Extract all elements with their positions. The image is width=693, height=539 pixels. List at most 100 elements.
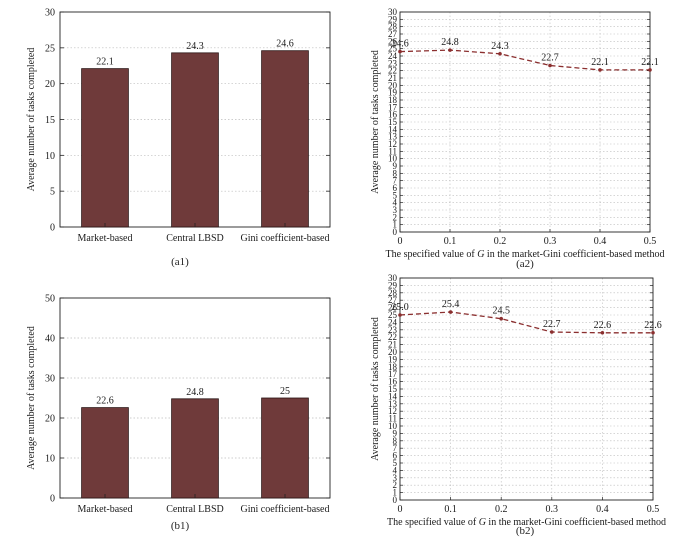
y-tick-label: 30: [45, 8, 55, 19]
data-label: 22.6: [594, 320, 612, 331]
y-tick-label: 20: [45, 79, 55, 90]
chart-b2-svg: 0123456789101112131415161718192021222324…: [370, 273, 666, 528]
data-label: 24.6: [391, 39, 409, 50]
y-axis-label: Average number of tasks completed: [26, 326, 37, 470]
y-tick-label: 18: [388, 95, 398, 105]
y-tick-label: 3: [393, 205, 398, 215]
x-tick-label: Market-based: [78, 504, 133, 515]
y-tick-label: 25: [388, 310, 398, 320]
x-tick-label: Gini coefficient-based: [241, 504, 330, 515]
data-point: [448, 310, 453, 314]
y-tick-label: 20: [45, 414, 55, 425]
chart-a2-svg: 0123456789101112131415161718192021222324…: [370, 7, 664, 260]
data-point: [448, 48, 452, 52]
chart-a1: 0 5 10 15 20 25 30 22.1 Market-based 24.3 Central …: [0, 0, 346, 250]
y-tick-label: 40: [45, 334, 55, 345]
bar: [81, 407, 129, 499]
y-tick-label: 10: [45, 151, 55, 162]
series-line: [399, 49, 650, 71]
x-axis-label-part: in the market-Gini coefficient-based met…: [486, 517, 666, 528]
y-tick-label: 17: [388, 369, 398, 379]
x-tick-label: 0: [398, 236, 403, 247]
x-tick-label: 0.5: [647, 504, 660, 515]
y-tick-label: 5: [393, 190, 398, 200]
y-tick-label: 0: [393, 495, 398, 505]
y-tick-label: 10: [388, 421, 398, 431]
y-tick-label: 26: [388, 36, 398, 46]
x-axis-label-part: in the market-Gini coefficient-based met…: [484, 249, 664, 260]
y-tick-label: 23: [388, 58, 398, 68]
data-label: 22.6: [644, 320, 662, 331]
chart-b1-svg: 0 10 20 30 40 50 22.6 Market-based 24.8 Central L…: [26, 294, 331, 515]
data-label: 22.1: [641, 57, 659, 68]
y-tick-label: 24: [388, 51, 398, 61]
y-tick-label: 21: [388, 340, 397, 350]
data-label: 22.1: [591, 57, 609, 68]
y-tick-label: 19: [388, 88, 398, 98]
data-point: [498, 52, 502, 56]
bar: [261, 50, 309, 228]
y-tick-label: 10: [45, 454, 55, 465]
data-point: [600, 330, 605, 335]
x-tick-label: 0.1: [444, 504, 457, 515]
caption-b1: (b1): [170, 520, 190, 532]
bar: [171, 398, 219, 499]
y-tick-label: 13: [388, 399, 398, 409]
data-point: [648, 68, 652, 72]
data-label: 22.7: [541, 53, 559, 64]
data-point: [651, 330, 655, 335]
y-tick-label: 50: [45, 294, 55, 305]
data-point: [598, 68, 602, 72]
y-tick-label: 25: [388, 44, 398, 54]
y-tick-label: 7: [393, 176, 398, 186]
y-tick-label: 15: [388, 384, 398, 394]
chart-b1: 0 10 20 30 40 50 22.6 Market-based 24.8 Central L…: [0, 290, 346, 515]
data-point: [499, 316, 503, 321]
data-point: [550, 330, 554, 334]
y-tick-label: 27: [388, 295, 398, 305]
plot-frame: [399, 11, 651, 233]
y-tick-label: 30: [388, 7, 398, 17]
y-tick-label: 20: [388, 80, 398, 90]
y-tick-label: 28: [388, 288, 398, 298]
y-axis-label: Average number of tasks completed: [370, 50, 381, 194]
bar: [261, 397, 309, 499]
data-label: 24.8: [441, 37, 459, 48]
y-tick-label: 26: [388, 303, 398, 313]
y-tick-label: 16: [388, 110, 398, 120]
chart-b2: 0 1 2 3 4 5 6 7 8 9 10 11 12 13 14 15 16 17 18 19 20 21 22 23 24…: [346, 270, 693, 528]
y-tick-label: 27: [388, 29, 398, 39]
y-tick-label: 29: [388, 280, 398, 290]
data-label: 22.7: [543, 319, 561, 330]
y-tick-label: 14: [388, 391, 398, 401]
y-tick-label: 5: [50, 187, 55, 198]
bar: [81, 68, 129, 228]
x-tick-label: Market-based: [78, 233, 133, 244]
data-label: 25.4: [442, 299, 460, 310]
y-axis-label: Average number of tasks completed: [370, 317, 381, 461]
y-tick-label: 30: [45, 374, 55, 385]
y-tick-label: 28: [388, 22, 398, 32]
x-tick-label: 0.2: [495, 504, 508, 515]
data-label: 24.3: [491, 41, 509, 52]
y-tick-label: 1: [393, 488, 398, 498]
y-tick-label: 21: [388, 73, 397, 83]
y-tick-label: 6: [393, 451, 398, 461]
x-tick-label: 0.4: [594, 236, 607, 247]
y-tick-label: 3: [393, 473, 398, 483]
y-tick-label: 0: [393, 227, 398, 237]
caption-a1: (a1): [171, 256, 189, 268]
y-tick-label: 0: [50, 223, 55, 234]
series-line: [399, 311, 653, 334]
y-tick-label: 2: [393, 480, 398, 490]
x-tick-label: 0.3: [546, 504, 559, 515]
y-axis-label: Average number of tasks completed: [26, 48, 37, 192]
bar-value-label: 24.6: [276, 39, 294, 50]
x-tick-label: 0: [398, 504, 403, 515]
x-axis-label-part: G: [477, 249, 484, 260]
y-tick-label: 13: [388, 132, 398, 142]
data-point: [398, 313, 402, 317]
bar: [171, 52, 219, 228]
data-label: 24.5: [492, 306, 510, 317]
y-tick-label: 15: [388, 117, 398, 127]
